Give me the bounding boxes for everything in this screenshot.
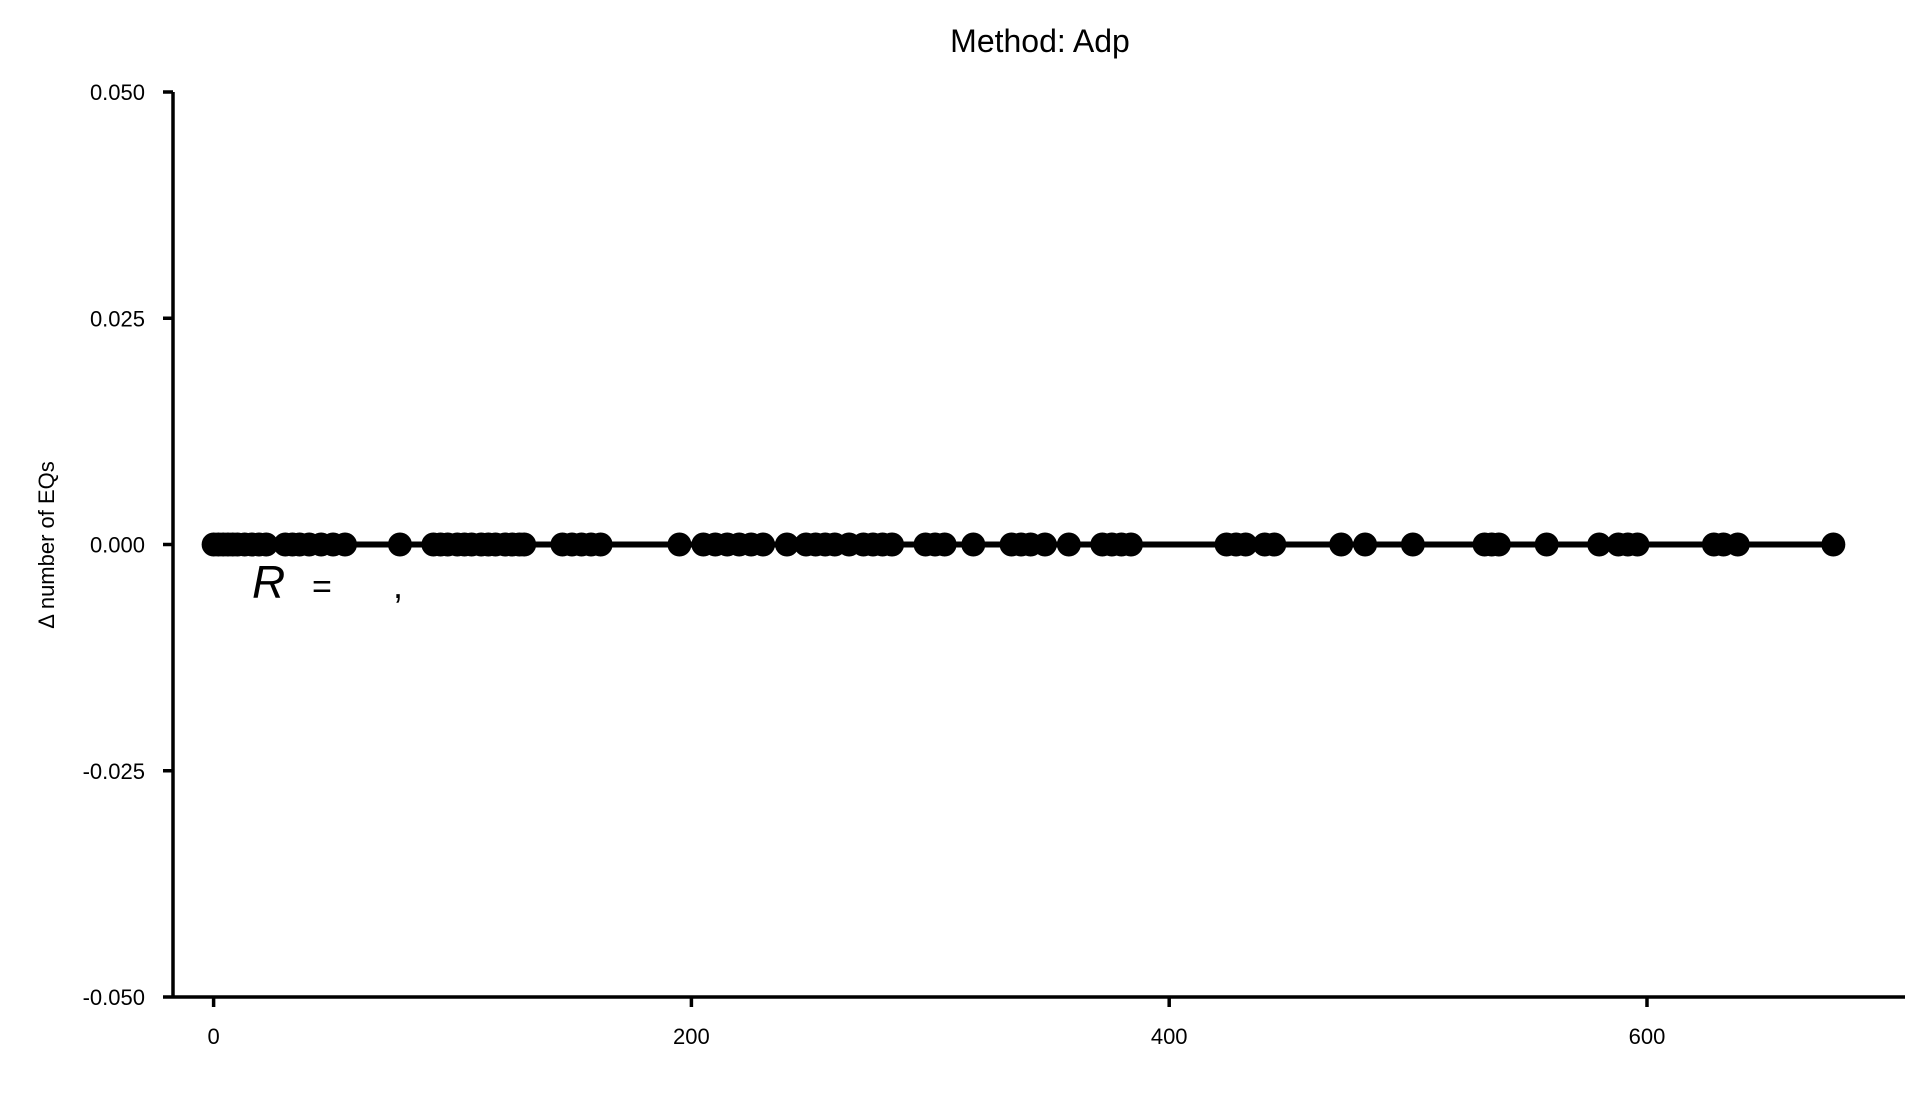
r-symbol: R xyxy=(252,556,285,608)
y-tick-label: 0.050 xyxy=(90,80,145,105)
data-point xyxy=(1821,532,1846,557)
data-point xyxy=(667,532,692,557)
y-tick-label: -0.025 xyxy=(83,759,145,784)
data-point xyxy=(1587,532,1612,557)
data-point xyxy=(751,532,776,557)
x-tick-label: 0 xyxy=(207,1024,219,1049)
data-point xyxy=(961,532,986,557)
data-point xyxy=(774,532,799,557)
data-points xyxy=(201,532,1846,557)
data-point xyxy=(1400,532,1425,557)
data-point xyxy=(254,532,279,557)
data-point xyxy=(1329,532,1354,557)
data-point xyxy=(1353,532,1378,557)
data-point xyxy=(1032,532,1057,557)
data-point xyxy=(512,532,537,557)
data-point xyxy=(1625,532,1650,557)
r-comma: , xyxy=(393,565,403,606)
y-ticks: 0.050 0.025 0.000 -0.025 -0.050 xyxy=(83,80,173,1010)
chart-title: Method: Adp xyxy=(950,23,1130,59)
data-point xyxy=(333,532,358,557)
data-point xyxy=(1725,532,1750,557)
x-ticks: 0 200 400 600 xyxy=(207,997,1665,1049)
data-point xyxy=(588,532,613,557)
x-tick-label: 400 xyxy=(1151,1024,1188,1049)
x-tick-label: 200 xyxy=(673,1024,710,1049)
data-point xyxy=(387,532,412,557)
data-point xyxy=(1534,532,1559,557)
data-point xyxy=(1233,532,1258,557)
x-tick-label: 600 xyxy=(1629,1024,1666,1049)
data-point xyxy=(932,532,957,557)
y-tick-label: 0.000 xyxy=(90,533,145,558)
data-point xyxy=(1118,532,1143,557)
y-axis-label: Δ number of EQs xyxy=(34,461,59,629)
r-equals-sign: = xyxy=(312,568,332,606)
y-tick-label: 0.025 xyxy=(90,306,145,331)
data-point xyxy=(1056,532,1081,557)
data-point xyxy=(1262,532,1287,557)
data-point xyxy=(1486,532,1511,557)
y-tick-label: -0.050 xyxy=(83,985,145,1010)
r-annotation: R = , xyxy=(252,556,403,608)
data-point xyxy=(880,532,905,557)
